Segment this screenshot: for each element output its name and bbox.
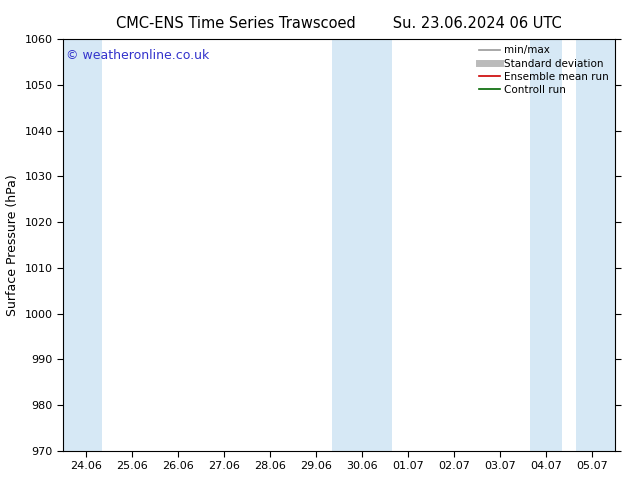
Legend: min/max, Standard deviation, Ensemble mean run, Controll run: min/max, Standard deviation, Ensemble me… [475, 41, 613, 99]
Bar [332, 39, 392, 451]
Bar [63, 39, 103, 451]
Text: © weatheronline.co.uk: © weatheronline.co.uk [66, 49, 209, 63]
Y-axis label: Surface Pressure (hPa): Surface Pressure (hPa) [6, 174, 19, 316]
Title: CMC-ENS Time Series Trawscoed        Su. 23.06.2024 06 UTC: CMC-ENS Time Series Trawscoed Su. 23.06.… [116, 16, 562, 31]
Bar [530, 39, 562, 451]
Bar [576, 39, 615, 451]
